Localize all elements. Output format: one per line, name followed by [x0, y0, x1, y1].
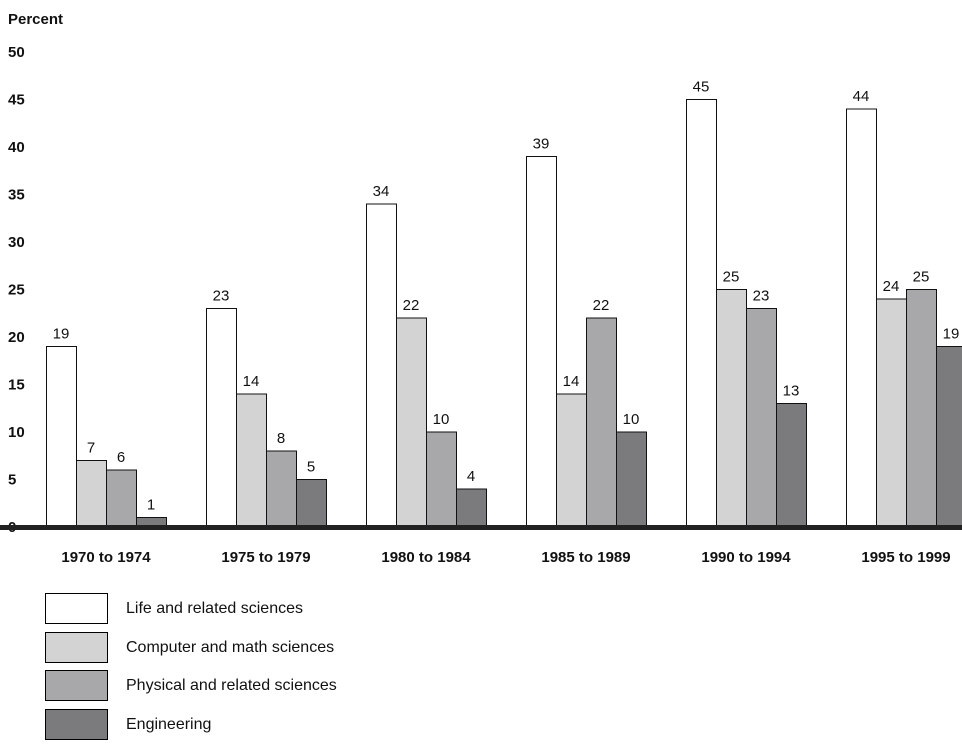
x-tick-label: 1980 to 1984	[381, 549, 471, 566]
bar	[77, 461, 107, 528]
legend-label: Engineering	[126, 716, 211, 734]
data-label: 25	[913, 269, 930, 286]
x-tick-labels: 1970 to 1974 1975 to 1979 1980 to 1984 1985…	[61, 549, 950, 566]
data-label: 10	[433, 411, 450, 428]
y-tick-label: 25	[8, 282, 25, 299]
data-label: 14	[243, 373, 260, 390]
y-tick-label: 50	[8, 44, 25, 61]
bar	[367, 204, 397, 527]
bar	[747, 309, 777, 528]
x-tick-label: 1990 to 1994	[701, 549, 791, 566]
data-label: 23	[753, 288, 770, 305]
data-label: 6	[117, 449, 125, 466]
x-tick-label: 1970 to 1974	[61, 549, 151, 566]
x-tick-label: 1985 to 1989	[541, 549, 630, 566]
data-label: 8	[277, 430, 285, 447]
bar	[297, 480, 327, 528]
legend-label: Physical and related sciences	[126, 677, 337, 695]
bar	[937, 347, 962, 528]
bars	[47, 100, 962, 528]
value-labels: 19 7 6 1 23 14 8 5 34 22 10 4 39 14 22 10 45 25 23 13 44 24 25…	[53, 79, 960, 514]
data-label: 14	[563, 373, 580, 390]
bar	[687, 100, 717, 528]
data-label: 19	[53, 326, 70, 343]
data-label: 34	[373, 183, 390, 200]
bar	[617, 432, 647, 527]
y-tick-label: 20	[8, 329, 25, 346]
bar	[557, 394, 587, 527]
data-label: 39	[533, 136, 550, 153]
bar	[107, 470, 137, 527]
legend-label: Computer and math sciences	[126, 639, 334, 657]
y-tick-label: 30	[8, 234, 25, 251]
data-label: 23	[213, 288, 230, 305]
y-tick-label: 10	[8, 424, 25, 441]
data-label: 7	[87, 440, 95, 457]
data-label: 22	[403, 297, 420, 314]
y-tick-labels: 05101520253035404550	[8, 44, 25, 536]
data-label: 1	[147, 497, 155, 514]
data-label: 25	[723, 269, 740, 286]
y-tick-label: 15	[8, 377, 25, 394]
y-tick-label: 5	[8, 472, 16, 489]
data-label: 44	[853, 88, 870, 105]
x-axis-line	[0, 525, 962, 530]
bar	[527, 157, 557, 528]
bar	[777, 404, 807, 528]
y-tick-label: 45	[8, 92, 25, 109]
bar	[457, 489, 487, 527]
bar	[267, 451, 297, 527]
data-label: 45	[693, 79, 710, 96]
y-tick-label: 35	[8, 187, 25, 204]
y-axis-label: Percent	[8, 11, 63, 28]
x-tick-label: 1975 to 1979	[221, 549, 310, 566]
data-label: 10	[623, 411, 640, 428]
bar	[427, 432, 457, 527]
bar	[397, 318, 427, 527]
x-tick-label: 1995 to 1999	[861, 549, 950, 566]
legend-swatch	[45, 670, 108, 701]
data-label: 5	[307, 459, 315, 476]
bar	[207, 309, 237, 528]
bar-chart: Percent 05101520253035404550 19761231485…	[0, 0, 962, 590]
bar	[47, 347, 77, 528]
data-label: 4	[467, 468, 475, 485]
bar	[587, 318, 617, 527]
bar	[717, 290, 747, 528]
legend-label: Life and related sciences	[126, 600, 303, 618]
legend-swatch	[45, 593, 108, 624]
y-tick-label: 40	[8, 139, 25, 156]
legend-swatch	[45, 632, 108, 663]
bar	[877, 299, 907, 527]
data-label: 19	[943, 326, 960, 343]
data-label: 22	[593, 297, 610, 314]
bar	[237, 394, 267, 527]
data-label: 24	[883, 278, 900, 295]
bar	[907, 290, 937, 528]
bar	[847, 109, 877, 527]
data-label: 13	[783, 383, 800, 400]
